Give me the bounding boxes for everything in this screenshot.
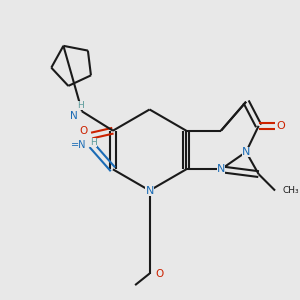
Text: CH₃: CH₃	[283, 186, 299, 195]
Text: O: O	[277, 121, 285, 131]
Text: N: N	[70, 111, 78, 121]
Text: O: O	[155, 268, 164, 278]
Text: H: H	[90, 138, 97, 147]
Text: =N: =N	[71, 140, 87, 150]
Text: O: O	[80, 126, 88, 136]
Text: N: N	[242, 147, 250, 157]
Text: N: N	[217, 164, 225, 174]
Text: H: H	[77, 101, 83, 110]
Text: N: N	[146, 185, 154, 196]
